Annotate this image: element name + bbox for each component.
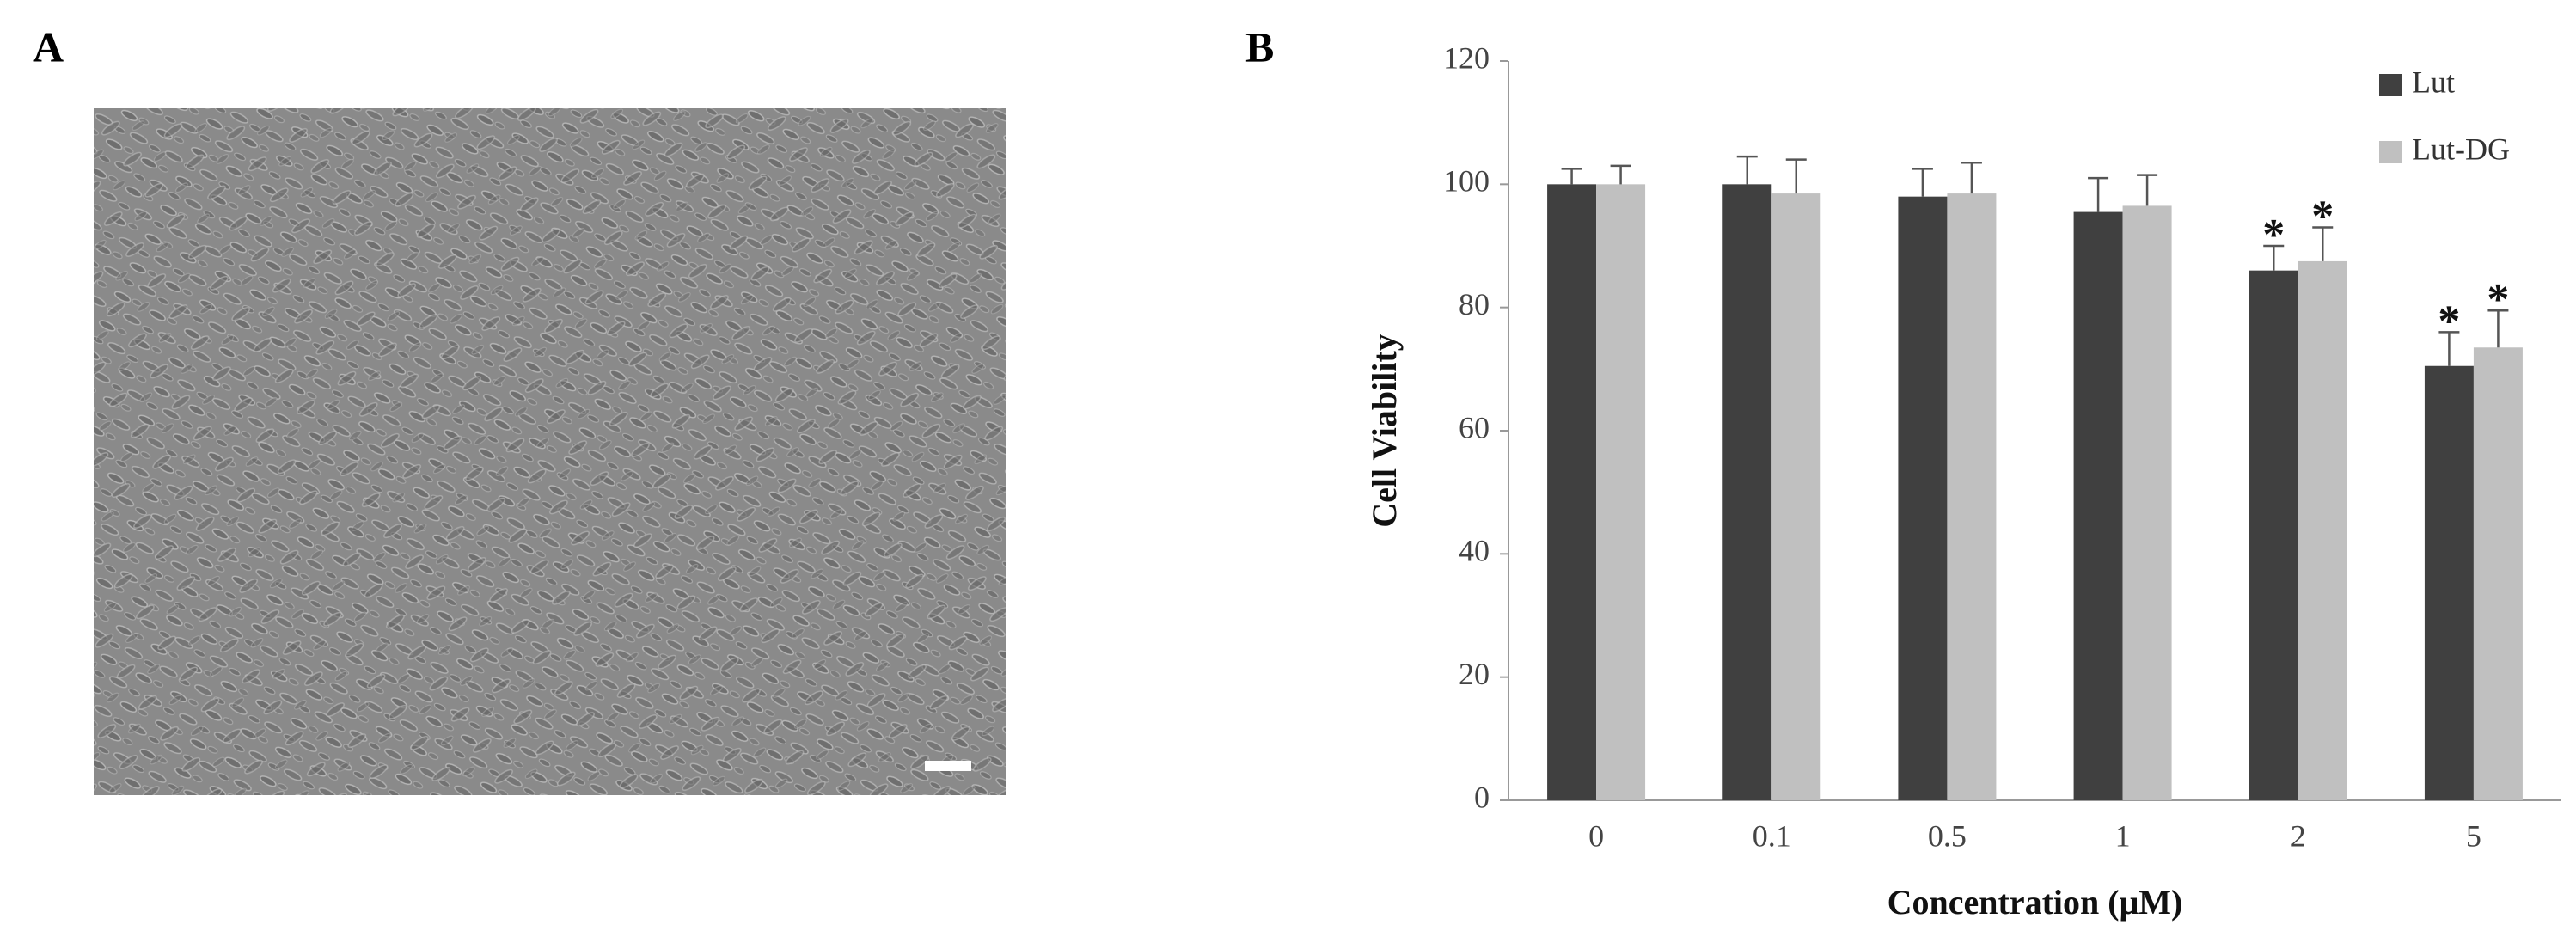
x-tick-label: 5	[2466, 818, 2481, 853]
legend-swatch	[2379, 74, 2402, 96]
bar	[2473, 347, 2523, 800]
significance-mark: *	[2487, 275, 2509, 324]
error-bar	[2312, 226, 2334, 261]
error-bar	[2088, 176, 2109, 212]
y-tick-label: 100	[1443, 164, 1490, 199]
y-tick-label: 40	[1459, 534, 1490, 568]
x-tick-label: 1	[2115, 818, 2131, 853]
legend-label: Lut	[2412, 64, 2455, 99]
error-bar	[1561, 168, 1582, 185]
significance-mark: *	[2311, 192, 2334, 241]
error-bar	[1785, 158, 1807, 194]
bar	[2122, 205, 2172, 800]
y-tick-label: 20	[1459, 657, 1490, 691]
error-bar	[2137, 174, 2158, 206]
bar	[1722, 184, 1772, 801]
y-tick-label: 0	[1474, 780, 1490, 814]
chart: 0 20 40 60 80 100 120 0 0.1 0.5 1 2 * * 5 * * Cell Viabil…	[1365, 40, 2561, 922]
bar	[1596, 184, 1646, 801]
panel-label: B	[1245, 22, 1274, 70]
panel-label: A	[33, 22, 64, 70]
error-bar	[2438, 331, 2460, 366]
legend-label: Lut-DG	[2412, 132, 2510, 166]
bar	[2249, 270, 2298, 801]
bar	[2424, 365, 2474, 800]
significance-mark: *	[2262, 211, 2285, 260]
bar	[1547, 184, 1597, 801]
bar	[1898, 196, 1948, 800]
micrograph	[94, 108, 1006, 795]
bar	[1947, 193, 1997, 801]
error-bar	[2263, 244, 2285, 271]
scale-bar	[925, 761, 971, 771]
x-tick-label: 0	[1588, 818, 1604, 853]
error-bar	[1610, 164, 1631, 185]
bar	[1771, 193, 1821, 801]
y-tick-label: 60	[1459, 410, 1490, 444]
error-bar	[1961, 162, 1982, 194]
significance-mark: *	[2438, 297, 2460, 346]
error-bar	[1912, 168, 1933, 197]
x-axis-title: Concentration (μM)	[1888, 883, 2183, 922]
error-bar	[2487, 309, 2509, 348]
bar	[2298, 260, 2347, 801]
x-tick-label: 0.5	[1928, 818, 1967, 853]
bar	[2073, 211, 2123, 801]
x-tick-label: 0.1	[1753, 818, 1791, 853]
x-tick-label: 2	[2291, 818, 2306, 853]
y-axis-title: Cell Viability	[1365, 334, 1404, 528]
legend-swatch	[2379, 141, 2402, 163]
error-bar	[1736, 155, 1758, 185]
y-tick-label: 120	[1443, 40, 1490, 75]
y-tick-label: 80	[1459, 287, 1490, 321]
